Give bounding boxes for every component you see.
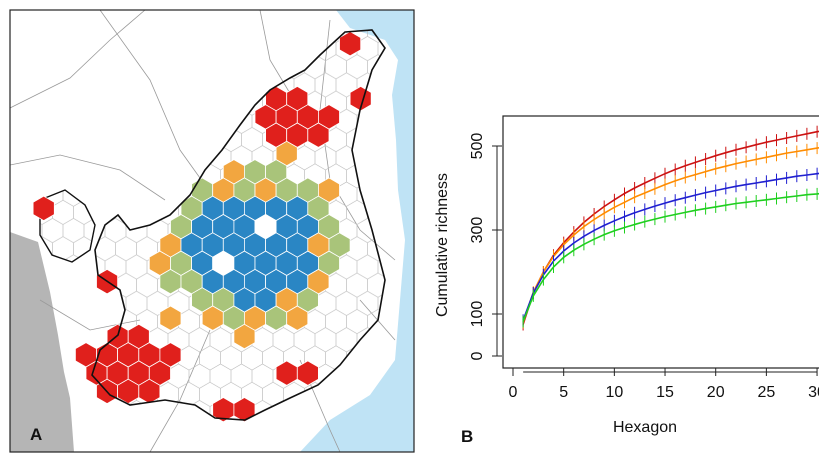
y-tick-label: 0 (469, 351, 486, 360)
richness-hexagons (32, 31, 372, 423)
y-tick-label: 100 (469, 301, 486, 328)
ocean-area (300, 10, 414, 452)
region-outline (91, 29, 386, 421)
plot-frame (502, 115, 819, 369)
periphery-hexagon (138, 378, 161, 405)
x-axis: 0 5 10 15 20 25 30 (509, 368, 819, 401)
map-frame (9, 9, 415, 453)
chart-panel: 0 5 10 15 20 25 30 0 100 300 500 Hexagon Cumulati… (434, 115, 819, 446)
x-tick-label: 15 (656, 384, 674, 401)
ring-hexagon (286, 305, 309, 331)
x-tick-label: 10 (605, 384, 623, 401)
x-tick-label: 30 (808, 384, 819, 401)
series-layer (522, 125, 819, 331)
y-tick-label: 300 (469, 217, 486, 244)
panel-label-a: A (30, 425, 42, 444)
neighbouring-country-area (10, 232, 74, 452)
x-axis-title: Hexagon (613, 419, 677, 436)
y-axis: 0 100 300 500 (469, 133, 502, 360)
y-tick-label: 500 (469, 133, 486, 160)
map-panel: A (9, 9, 415, 453)
periphery-hexagon (307, 122, 330, 148)
x-tick-label: 25 (757, 384, 775, 401)
panel-label-b: B (461, 427, 473, 446)
periphery-hexagon (296, 360, 319, 386)
ring-hexagon (159, 305, 182, 331)
x-tick-label: 5 (559, 384, 568, 401)
ring-hexagon (233, 323, 256, 350)
x-tick-label: 0 (509, 384, 518, 401)
y-axis-title: Cumulative richness (434, 173, 451, 317)
periphery-hexagon (32, 195, 55, 222)
x-tick-label: 20 (707, 384, 725, 401)
